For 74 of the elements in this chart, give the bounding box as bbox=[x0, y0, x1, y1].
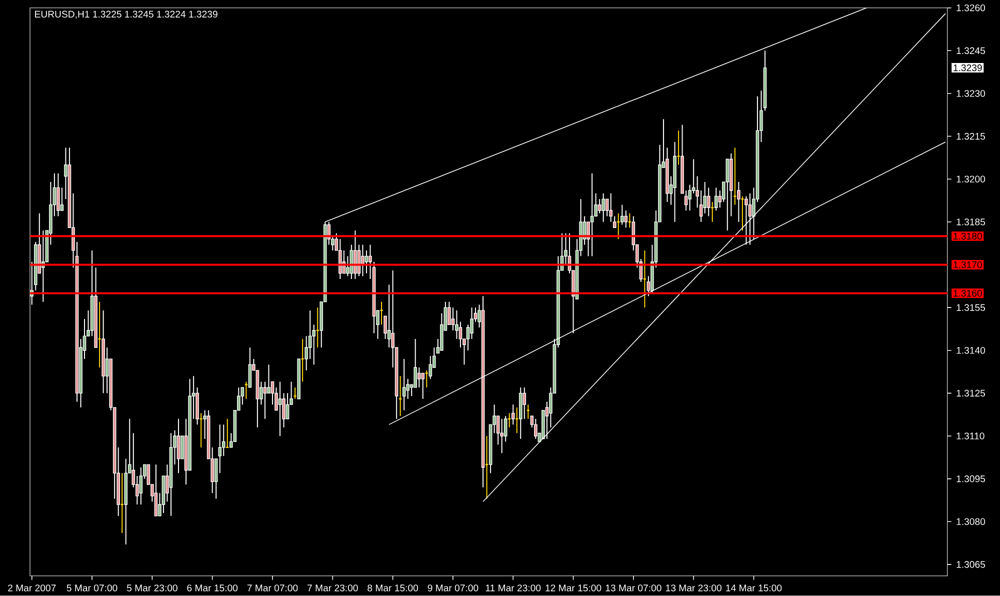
candlestick bbox=[176, 418, 180, 474]
candlestick bbox=[354, 230, 357, 280]
y-tick-label: 1.3095 bbox=[956, 476, 986, 482]
candlestick bbox=[620, 204, 624, 226]
candlestick bbox=[748, 192, 752, 246]
y-tick-label: 1.3245 bbox=[956, 47, 986, 54]
candlestick bbox=[56, 172, 60, 217]
x-tick-label: 5 Mar 07:00 bbox=[66, 584, 118, 592]
candlestick bbox=[402, 358, 406, 411]
y-tick-label: 1.3155 bbox=[956, 304, 986, 312]
candlestick bbox=[500, 418, 504, 454]
candlestick bbox=[714, 187, 718, 212]
candlestick bbox=[199, 412, 203, 448]
candlestick bbox=[421, 372, 425, 400]
candlestick bbox=[278, 381, 282, 437]
x-tick-label: 6 Mar 15:00 bbox=[187, 584, 238, 592]
candlestick bbox=[744, 196, 748, 246]
candlestick bbox=[737, 182, 740, 223]
candlestick bbox=[267, 364, 270, 394]
y-tick-label: 1.3140 bbox=[956, 347, 986, 354]
x-tick-label: 7 Mar 07:00 bbox=[247, 584, 298, 592]
x-tick-label: 7 Mar 23:00 bbox=[308, 584, 358, 592]
y-tick-label: 1.3230 bbox=[956, 90, 986, 97]
candlestick bbox=[368, 244, 372, 280]
candlestick bbox=[740, 196, 744, 232]
candlestick bbox=[534, 418, 538, 440]
y-tick-label: 1.3200 bbox=[956, 176, 986, 183]
y-tick-label: 1.3185 bbox=[956, 218, 986, 226]
candlestick bbox=[218, 424, 222, 474]
ref-line-label: 1.3160 bbox=[954, 290, 982, 297]
x-tick-label: 11 Mar 23:00 bbox=[486, 584, 541, 592]
candlestick bbox=[214, 458, 218, 500]
candlestick bbox=[624, 210, 628, 228]
candlestick bbox=[248, 347, 252, 388]
ref-line-label: 1.3170 bbox=[954, 261, 982, 268]
x-tick-label: 5 Mar 23:00 bbox=[126, 584, 178, 592]
ref-line-label: 1.3180 bbox=[954, 232, 982, 240]
candlestick bbox=[511, 404, 515, 426]
y-tick-label: 1.3065 bbox=[956, 561, 986, 568]
candlestick bbox=[458, 321, 462, 348]
y-tick-label: 1.3260 bbox=[956, 4, 986, 12]
candlestick bbox=[676, 130, 680, 166]
candlestick bbox=[380, 301, 384, 326]
candlestick bbox=[387, 284, 391, 348]
y-tick-label: 1.3080 bbox=[956, 518, 986, 526]
candlestick bbox=[98, 301, 102, 368]
chart-title: EURUSD,H1 1.3225 1.3245 1.3224 1.3239 bbox=[35, 10, 218, 19]
text: 1.3239 bbox=[954, 64, 982, 72]
candlestick bbox=[733, 147, 737, 206]
candlestick bbox=[706, 187, 710, 217]
y-tick-label: 1.3110 bbox=[956, 432, 984, 440]
candlestick bbox=[522, 387, 526, 420]
x-tick-label: 9 Mar 07:00 bbox=[428, 584, 478, 592]
x-tick-label: 13 Mar 07:00 bbox=[606, 584, 662, 592]
x-tick-label: 12 Mar 15:00 bbox=[546, 584, 602, 592]
x-tick-label: 13 Mar 23:00 bbox=[666, 584, 722, 592]
x-tick-label: 14 Mar 15:00 bbox=[726, 584, 782, 592]
candlestick bbox=[414, 338, 418, 388]
candlestick bbox=[263, 381, 267, 420]
candlestick bbox=[338, 238, 342, 280]
candlestick bbox=[154, 464, 158, 516]
candlestick bbox=[428, 356, 432, 380]
x-tick-label: 2 Mar 2007 bbox=[8, 584, 56, 592]
y-tick-label: 1.3125 bbox=[956, 390, 986, 397]
x-tick-label: 8 Mar 15:00 bbox=[368, 584, 418, 592]
candlestick bbox=[602, 192, 605, 223]
candlestick bbox=[60, 187, 64, 212]
candlestick bbox=[139, 466, 143, 506]
candlestick bbox=[293, 387, 297, 400]
candlestick bbox=[417, 367, 421, 388]
candlestick bbox=[726, 158, 730, 232]
y-tick-label: 1.3215 bbox=[956, 132, 986, 140]
candlestick bbox=[598, 198, 602, 214]
candlestick bbox=[605, 198, 609, 217]
